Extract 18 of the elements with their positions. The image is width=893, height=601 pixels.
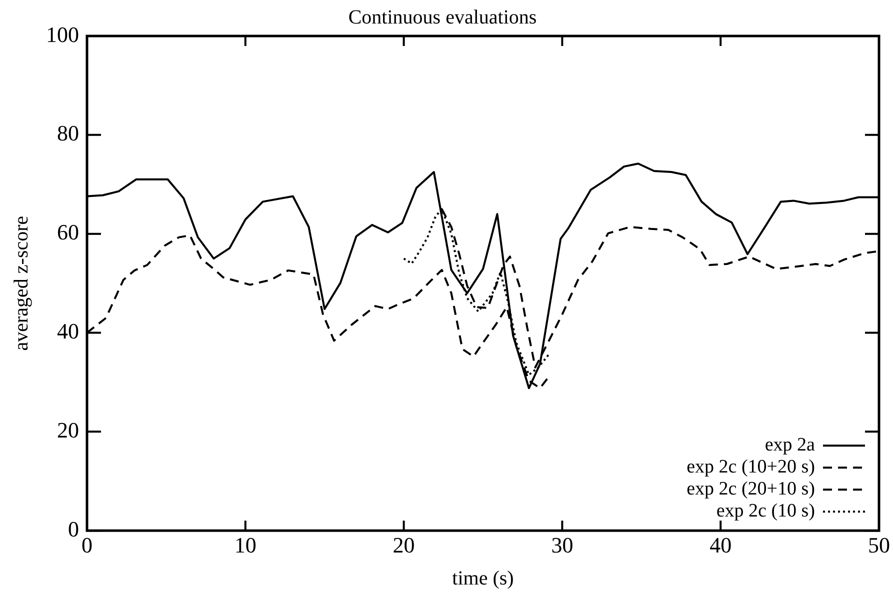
legend-label: exp 2a (764, 434, 816, 456)
x-tick-label: 30 (551, 532, 574, 558)
y-tick-label: 0 (68, 516, 79, 542)
legend-label: exp 2c (10 s) (716, 500, 815, 522)
x-tick-label: 10 (234, 532, 256, 558)
y-tick-label: 100 (46, 22, 79, 47)
legend-label: exp 2c (10+20 s) (686, 456, 815, 478)
y-tick-label: 20 (57, 417, 79, 442)
x-axis-title: time (s) (452, 567, 514, 590)
y-tick-label: 60 (57, 220, 79, 245)
y-tick-label: 80 (57, 120, 79, 146)
x-tick-label: 20 (392, 532, 415, 558)
chart-title: Continuous evaluations (348, 6, 537, 28)
x-tick-label: 40 (710, 532, 732, 558)
legend-label: exp 2c (20+10 s) (686, 478, 815, 500)
y-axis-title: averaged z-score (10, 216, 32, 351)
x-tick-label: 50 (868, 532, 890, 558)
y-tick-label: 40 (57, 318, 79, 344)
